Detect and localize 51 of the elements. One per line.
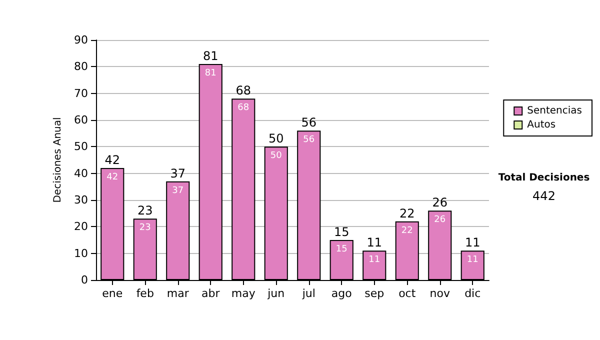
data-label: 22 <box>401 226 413 236</box>
x-tick-label: may <box>231 287 256 300</box>
y-tick-label: 30 <box>74 194 88 206</box>
y-tick-label: 90 <box>74 34 88 46</box>
total-label: 15 <box>334 225 350 239</box>
x-tick-label: oct <box>398 287 416 300</box>
x-tick-label: abr <box>202 287 220 300</box>
data-label: 81 <box>204 68 216 78</box>
x-tick-label: ene <box>102 287 123 300</box>
y-tick-label: 50 <box>74 140 88 154</box>
y-tick-label: 0 <box>81 274 88 286</box>
data-label: 26 <box>434 215 446 226</box>
data-label: 11 <box>466 255 478 266</box>
x-tick-label: jun <box>266 287 285 300</box>
y-tick-label: 70 <box>74 86 88 100</box>
total-label: 42 <box>104 153 120 167</box>
total-label: 22 <box>399 206 415 220</box>
y-tick-label: 20 <box>74 220 88 234</box>
data-label: 37 <box>172 186 184 196</box>
total-label: 11 <box>464 236 480 250</box>
x-tick-label: jul <box>301 287 316 300</box>
data-label: 11 <box>368 255 380 266</box>
y-tick-label: 10 <box>74 246 88 260</box>
total-label: 37 <box>170 166 186 180</box>
y-tick-label: 40 <box>74 166 88 180</box>
y-tick-label: 80 <box>74 60 88 74</box>
legend-label: Autos <box>527 120 556 130</box>
data-label: 42 <box>106 172 118 182</box>
x-tick-label: mar <box>166 287 190 300</box>
total-label: 50 <box>268 132 284 146</box>
x-tick-label: ago <box>331 287 352 300</box>
y-axis-title: Decisiones Anual <box>52 117 64 203</box>
text: 442 <box>532 189 556 203</box>
data-label: 23 <box>139 223 151 234</box>
total-label: 26 <box>432 196 448 210</box>
x-tick-label: feb <box>136 287 154 300</box>
y-tick-label: 60 <box>74 114 88 126</box>
x-tick-label: nov <box>430 287 450 300</box>
x-tick-label: sep <box>364 287 384 300</box>
legend-label: Sentencias <box>527 106 582 116</box>
data-label: 68 <box>238 103 250 114</box>
total-label: 23 <box>137 204 153 218</box>
total-label: 11 <box>366 236 382 250</box>
data-label: 50 <box>270 151 282 162</box>
data-label: 15 <box>336 244 348 254</box>
total-label: 68 <box>236 84 252 98</box>
data-label: 56 <box>303 135 315 146</box>
total-label: 81 <box>202 49 218 63</box>
text: Total Decisiones <box>498 172 590 184</box>
x-tick-label: dic <box>464 287 481 300</box>
total-label: 56 <box>301 116 317 130</box>
